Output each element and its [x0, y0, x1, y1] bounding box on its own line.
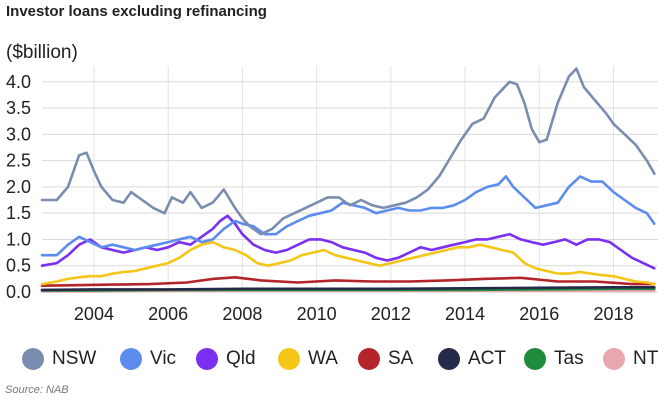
y-tick-label: 2.5: [6, 151, 31, 171]
y-tick-label: 4.0: [6, 72, 31, 92]
legend-swatch: [120, 348, 142, 370]
legend-item-qld: Qld: [196, 342, 256, 376]
x-tick-label: 2006: [148, 304, 188, 324]
chart-plot: 0.0 0.5 1.0 1.5 2.0 2.5 3.0 3.5 4.0 2004 2006 2008…: [6, 66, 658, 324]
y-tick-label: 2.0: [6, 177, 31, 197]
y-tick-label: 3.5: [6, 98, 31, 118]
y-tick-label: 1.5: [6, 203, 31, 223]
legend-label: Qld: [226, 348, 256, 369]
legend-swatch: [22, 348, 44, 370]
legend-label: NSW: [52, 348, 97, 369]
x-tick-label: 2004: [74, 304, 114, 324]
series-lines: [40, 67, 656, 293]
legend-swatch: [603, 348, 625, 370]
legend-label: Vic: [150, 348, 177, 369]
y-tick-label: 1.0: [6, 229, 31, 249]
legend-item-tas: Tas: [524, 342, 584, 376]
legend-label: Tas: [554, 348, 584, 369]
x-tick-labels: 2004 2006 2008 2010 2012 2014 2016 2018: [74, 304, 634, 324]
legend-item-sa: SA: [358, 342, 413, 376]
legend-item-nt: NT: [603, 342, 658, 376]
source-note: Source: NAB: [5, 384, 69, 396]
series-line-nsw: [40, 67, 656, 236]
legend-item-wa: WA: [278, 342, 338, 376]
series-line-act: [40, 285, 656, 292]
legend-swatch: [524, 348, 546, 370]
legend-label: WA: [308, 348, 338, 369]
legend-item-nsw: NSW: [22, 342, 96, 376]
legend-label: SA: [388, 348, 414, 369]
legend-swatch: [438, 348, 460, 370]
x-tick-label: 2010: [297, 304, 337, 324]
y-axis-unit-label: ($billion): [6, 42, 78, 63]
x-tick-label: 2012: [371, 304, 411, 324]
series-line-qld: [40, 214, 656, 270]
y-tick-label: 0.5: [6, 256, 31, 276]
legend-swatch: [196, 348, 218, 370]
chart-title: Investor loans excluding refinancing: [6, 3, 267, 20]
legend-swatch: [278, 348, 300, 370]
series-line-wa: [40, 240, 656, 286]
legend-item-vic: Vic: [120, 342, 176, 376]
series-line-sa: [40, 275, 656, 288]
legend-item-act: ACT: [438, 342, 506, 376]
legend-label: ACT: [468, 348, 506, 369]
y-tick-label: 0.0: [6, 282, 31, 302]
legend: NSW Vic Qld WA SA ACT Tas NT: [0, 342, 663, 376]
y-tick-label: 3.0: [6, 124, 31, 144]
y-tick-labels: 0.0 0.5 1.0 1.5 2.0 2.5 3.0 3.5 4.0: [6, 72, 31, 302]
series-line-vic: [40, 175, 656, 257]
legend-swatch: [358, 348, 380, 370]
x-tick-label: 2014: [445, 304, 485, 324]
x-tick-label: 2016: [519, 304, 559, 324]
x-tick-label: 2008: [222, 304, 262, 324]
legend-label: NT: [633, 348, 659, 369]
x-tick-label: 2018: [593, 304, 633, 324]
